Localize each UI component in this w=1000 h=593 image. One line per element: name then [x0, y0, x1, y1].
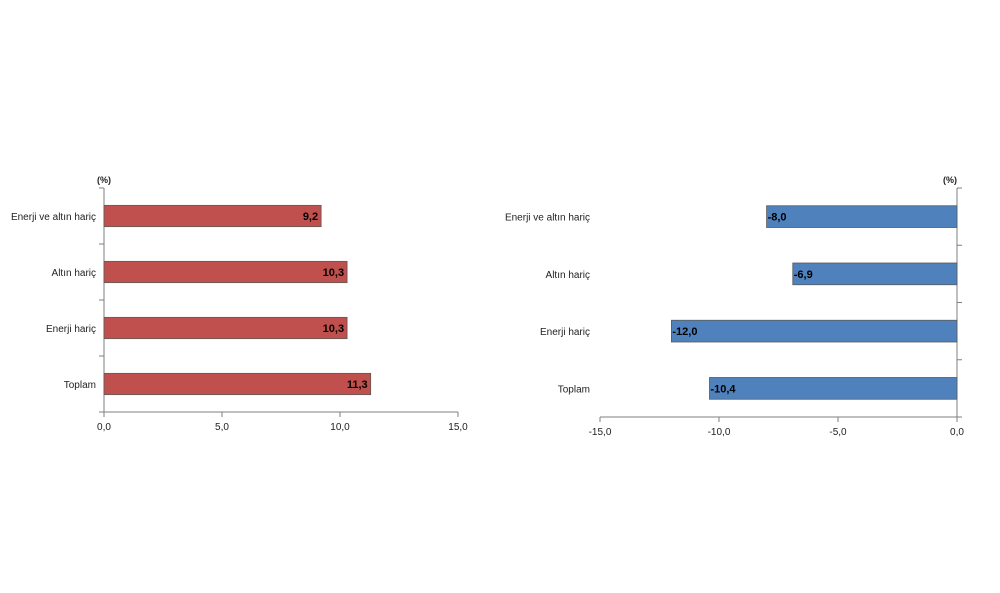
- bar: [670, 319, 958, 343]
- bar: [103, 372, 372, 396]
- bar: [792, 262, 958, 286]
- data-label: -8,0: [768, 212, 787, 224]
- data-label: 9,2: [303, 211, 318, 223]
- x-tick-label: 5,0: [215, 422, 229, 433]
- bar: [103, 316, 348, 340]
- category-label: Enerji hariç: [46, 324, 96, 335]
- category-label: Altın hariç: [52, 268, 96, 279]
- data-label: 11,3: [347, 379, 368, 391]
- x-tick-label: 0,0: [97, 422, 111, 433]
- category-label: Enerji hariç: [540, 327, 590, 338]
- data-label: -6,9: [794, 269, 813, 281]
- unit-label: (%): [97, 175, 111, 185]
- x-tick-label: -5,0: [829, 427, 847, 438]
- unit-label: (%): [943, 175, 957, 185]
- data-label: 10,3: [323, 323, 344, 335]
- chart-right: (%) -15,0 -10,0 -5,0 0,0 -8,0 Enerji ve altın …: [505, 175, 964, 438]
- category-label: Toplam: [558, 384, 590, 395]
- bar: [709, 377, 958, 400]
- x-tick-label: -10,0: [708, 427, 731, 438]
- x-tick-label: 0,0: [950, 427, 964, 438]
- data-label: -10,4: [710, 383, 736, 395]
- category-label: Toplam: [64, 380, 96, 391]
- x-tick-label: 10,0: [330, 422, 350, 433]
- category-label: Enerji ve altın hariç: [11, 212, 96, 223]
- data-label: -12,0: [672, 326, 697, 338]
- bar: [103, 260, 348, 284]
- category-label: Altın hariç: [546, 270, 590, 281]
- x-tick-label: 15,0: [448, 422, 468, 433]
- chart-left: (%) 0,0 5,0 10,0 15,0 9,2 Enerji ve altın hari…: [11, 175, 468, 433]
- category-label: Enerji ve altın hariç: [505, 213, 590, 224]
- x-tick-label: -15,0: [589, 427, 612, 438]
- bar: [766, 205, 958, 228]
- bar: [103, 204, 322, 228]
- data-label: 10,3: [323, 267, 344, 279]
